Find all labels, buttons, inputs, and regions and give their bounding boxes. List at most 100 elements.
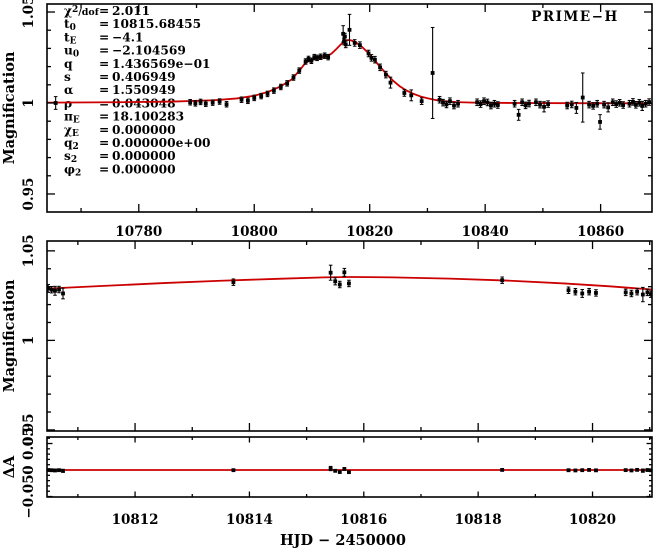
data-point [373,57,377,62]
y-tick-label: 0 [21,465,37,474]
data-point [333,468,338,473]
data-point [328,466,333,471]
data-point [61,468,65,473]
data-point [366,51,371,56]
data-point [53,101,58,105]
data-point [500,278,505,283]
y-tick-label: 1.05 [21,0,37,28]
data-point [635,289,640,294]
fit-param-line: t0 [64,17,76,33]
data-point [259,94,264,98]
data-point [637,100,642,105]
equals-sign: = [99,162,109,176]
data-point [580,95,585,100]
data-point [566,288,571,293]
y-tick-label: 1 [21,336,37,345]
data-point [621,103,626,107]
data-layer-residuals [47,465,652,475]
data-point [309,58,314,63]
ticks-zoom-lightcurve [47,241,652,431]
fit-param-line: tE [64,30,77,46]
y-tick-label: 0.05 [21,427,37,460]
observatory-label: PRIME−H [531,9,619,25]
data-point [347,281,351,286]
data-point [598,120,602,124]
data-point [49,287,54,292]
data-point [523,103,528,108]
fit-param-line: α [64,83,74,97]
fit-param-value: 18.100283 [112,110,184,124]
fit-param-line: χE [64,123,79,139]
fit-param-value: 2.011 [112,4,150,18]
data-point [224,102,229,107]
data-point [640,468,645,473]
fit-param-line: s2 [64,149,77,165]
data-point [312,55,317,60]
data-point [342,34,347,39]
data-point [546,102,550,106]
data-point [631,100,635,104]
data-point [492,101,497,106]
fit-param-line: q2 [64,136,79,152]
data-point [61,291,65,296]
data-point [635,467,640,472]
data-point [402,91,407,95]
fit-param-value: −4.1 [112,30,143,44]
data-point [315,55,320,60]
data-point [341,31,346,36]
x-tick-label: 10860 [577,224,624,240]
data-point [595,101,600,106]
data-point [617,100,622,105]
x-tick-label: 10820 [346,224,393,240]
data-point [606,105,611,110]
fit-param-value: 10815.68455 [112,17,201,31]
data-point [369,55,374,60]
data-point [388,80,393,85]
fit-param-value: 0.406949 [112,70,176,84]
ticks-residuals [47,437,652,498]
data-point [444,102,449,107]
data-point [456,101,460,106]
data-point [623,468,628,473]
data-point [580,468,585,473]
y-axis-label: ΔA [1,455,18,478]
fit-param-value: −2.104569 [112,44,186,58]
model-curve [47,276,652,291]
data-point [383,72,388,77]
data-point [337,470,342,474]
data-point [538,102,542,107]
data-point [347,27,352,32]
data-point [306,57,311,61]
data-point [629,468,634,473]
data-point [574,106,579,110]
data-point [409,93,414,98]
data-point [489,103,493,108]
data-point [53,468,57,473]
data-point [437,97,442,102]
fit-param-line: πE [64,110,80,126]
data-point [343,42,348,47]
data-point [297,68,302,73]
data-point [475,100,479,105]
data-point [485,100,490,105]
data-point [378,65,382,70]
data-point [482,99,486,104]
data-point [640,292,645,297]
data-point [291,75,296,80]
fit-param-line: φ2 [64,162,81,178]
x-tick-label: 10840 [462,224,509,240]
y-tick-label: 1.05 [21,234,37,267]
data-point [573,468,578,473]
data-point [231,280,236,285]
data-point [512,101,517,106]
data-point [188,100,193,105]
fit-param-value: 0.000000 [112,162,176,176]
data-point [648,292,652,297]
data-point [573,289,578,294]
data-point [587,468,591,472]
